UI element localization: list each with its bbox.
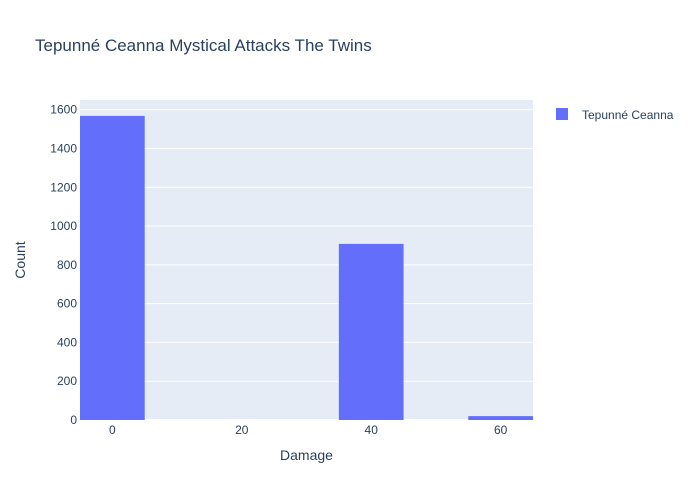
chart-title: Tepunné Ceanna Mystical Attacks The Twin… <box>35 36 372 55</box>
y-tick-label: 1400 <box>50 141 77 155</box>
x-tick-label: 0 <box>109 423 116 437</box>
histogram-bar[interactable] <box>338 243 404 420</box>
x-tick-label: 20 <box>235 423 249 437</box>
x-axis-title: Damage <box>280 447 333 463</box>
gridlines <box>80 109 533 421</box>
x-tick-label: 60 <box>494 423 508 437</box>
y-tick-label: 600 <box>57 297 77 311</box>
plot-area <box>80 100 533 420</box>
axis-ticks: 0 200 400 600 800 1000 1200 1400 1600 0 20 40 60 <box>50 103 507 437</box>
y-tick-label: 1200 <box>50 180 77 194</box>
y-tick-label: 1000 <box>50 219 77 233</box>
x-tick-label: 40 <box>365 423 379 437</box>
legend[interactable]: Tepunné Ceanna <box>556 108 674 122</box>
histogram-bar[interactable] <box>80 115 145 421</box>
y-axis-title: Count <box>12 241 28 278</box>
legend-swatch <box>556 108 568 120</box>
y-tick-label: 1600 <box>50 103 77 117</box>
legend-label: Tepunné Ceanna <box>582 108 674 122</box>
plot-background <box>80 100 533 420</box>
y-tick-label: 200 <box>57 374 77 388</box>
bars <box>80 115 533 421</box>
histogram-bar[interactable] <box>468 416 533 420</box>
y-tick-label: 0 <box>70 413 77 427</box>
y-tick-label: 800 <box>57 258 77 272</box>
y-tick-label: 400 <box>57 335 77 349</box>
